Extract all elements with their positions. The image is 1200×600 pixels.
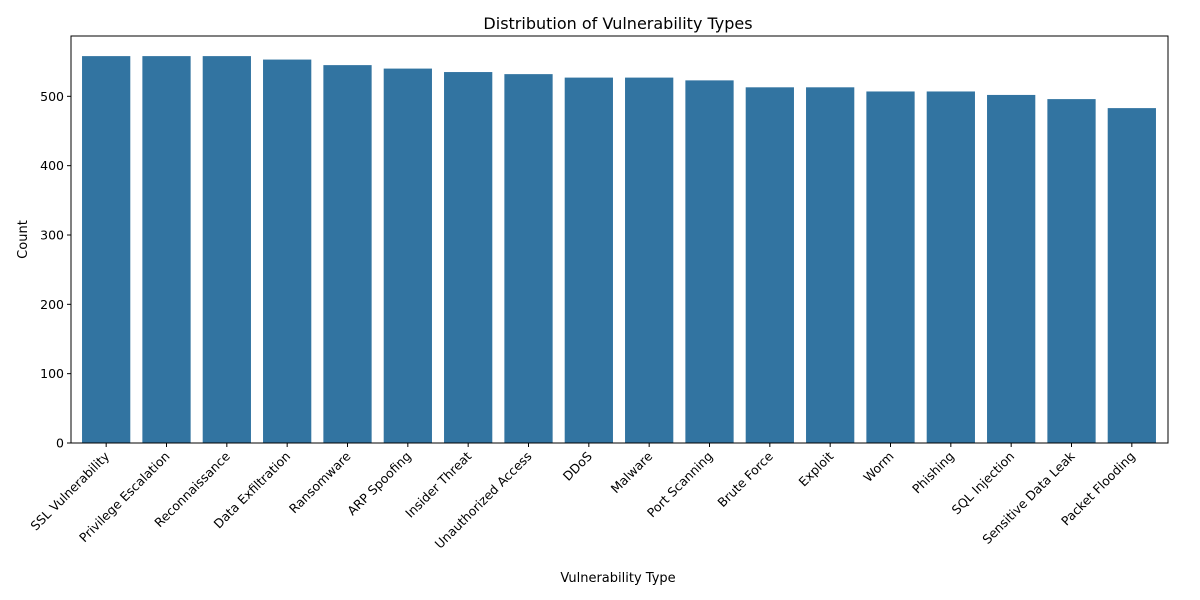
- bar-15: [987, 94, 1036, 443]
- x-axis-label: Vulnerability Type: [560, 571, 675, 586]
- bar-10: [685, 80, 734, 444]
- bar-0: [82, 56, 131, 444]
- y-axis-label: Count: [16, 220, 31, 259]
- bars-group: [82, 56, 1156, 444]
- bar-16: [1047, 99, 1096, 443]
- bar-6: [444, 72, 493, 444]
- y-tick-label-1: 100: [40, 366, 64, 381]
- bar-5: [383, 68, 432, 443]
- bar-3: [263, 59, 312, 443]
- bar-14: [926, 91, 975, 443]
- bar-4: [323, 65, 372, 444]
- bar-17: [1107, 108, 1156, 444]
- y-tick-label-5: 500: [40, 89, 64, 104]
- chart-title: Distribution of Vulnerability Types: [483, 14, 752, 33]
- y-tick-label-4: 400: [40, 158, 64, 173]
- bar-8: [564, 77, 613, 443]
- bar-11: [745, 87, 794, 443]
- bar-2: [202, 56, 251, 444]
- y-tick-label-3: 300: [40, 227, 64, 242]
- bar-1: [142, 56, 191, 444]
- bar-7: [504, 74, 553, 443]
- bar-9: [625, 77, 674, 443]
- plot-frame: [70, 35, 1169, 444]
- y-ticks-group: 0 100 200 300 400 500: [40, 89, 71, 451]
- y-tick-label-2: 200: [40, 297, 64, 312]
- bar-12: [806, 87, 855, 443]
- bar-13: [866, 91, 915, 443]
- y-tick-label-0: 0: [56, 436, 64, 451]
